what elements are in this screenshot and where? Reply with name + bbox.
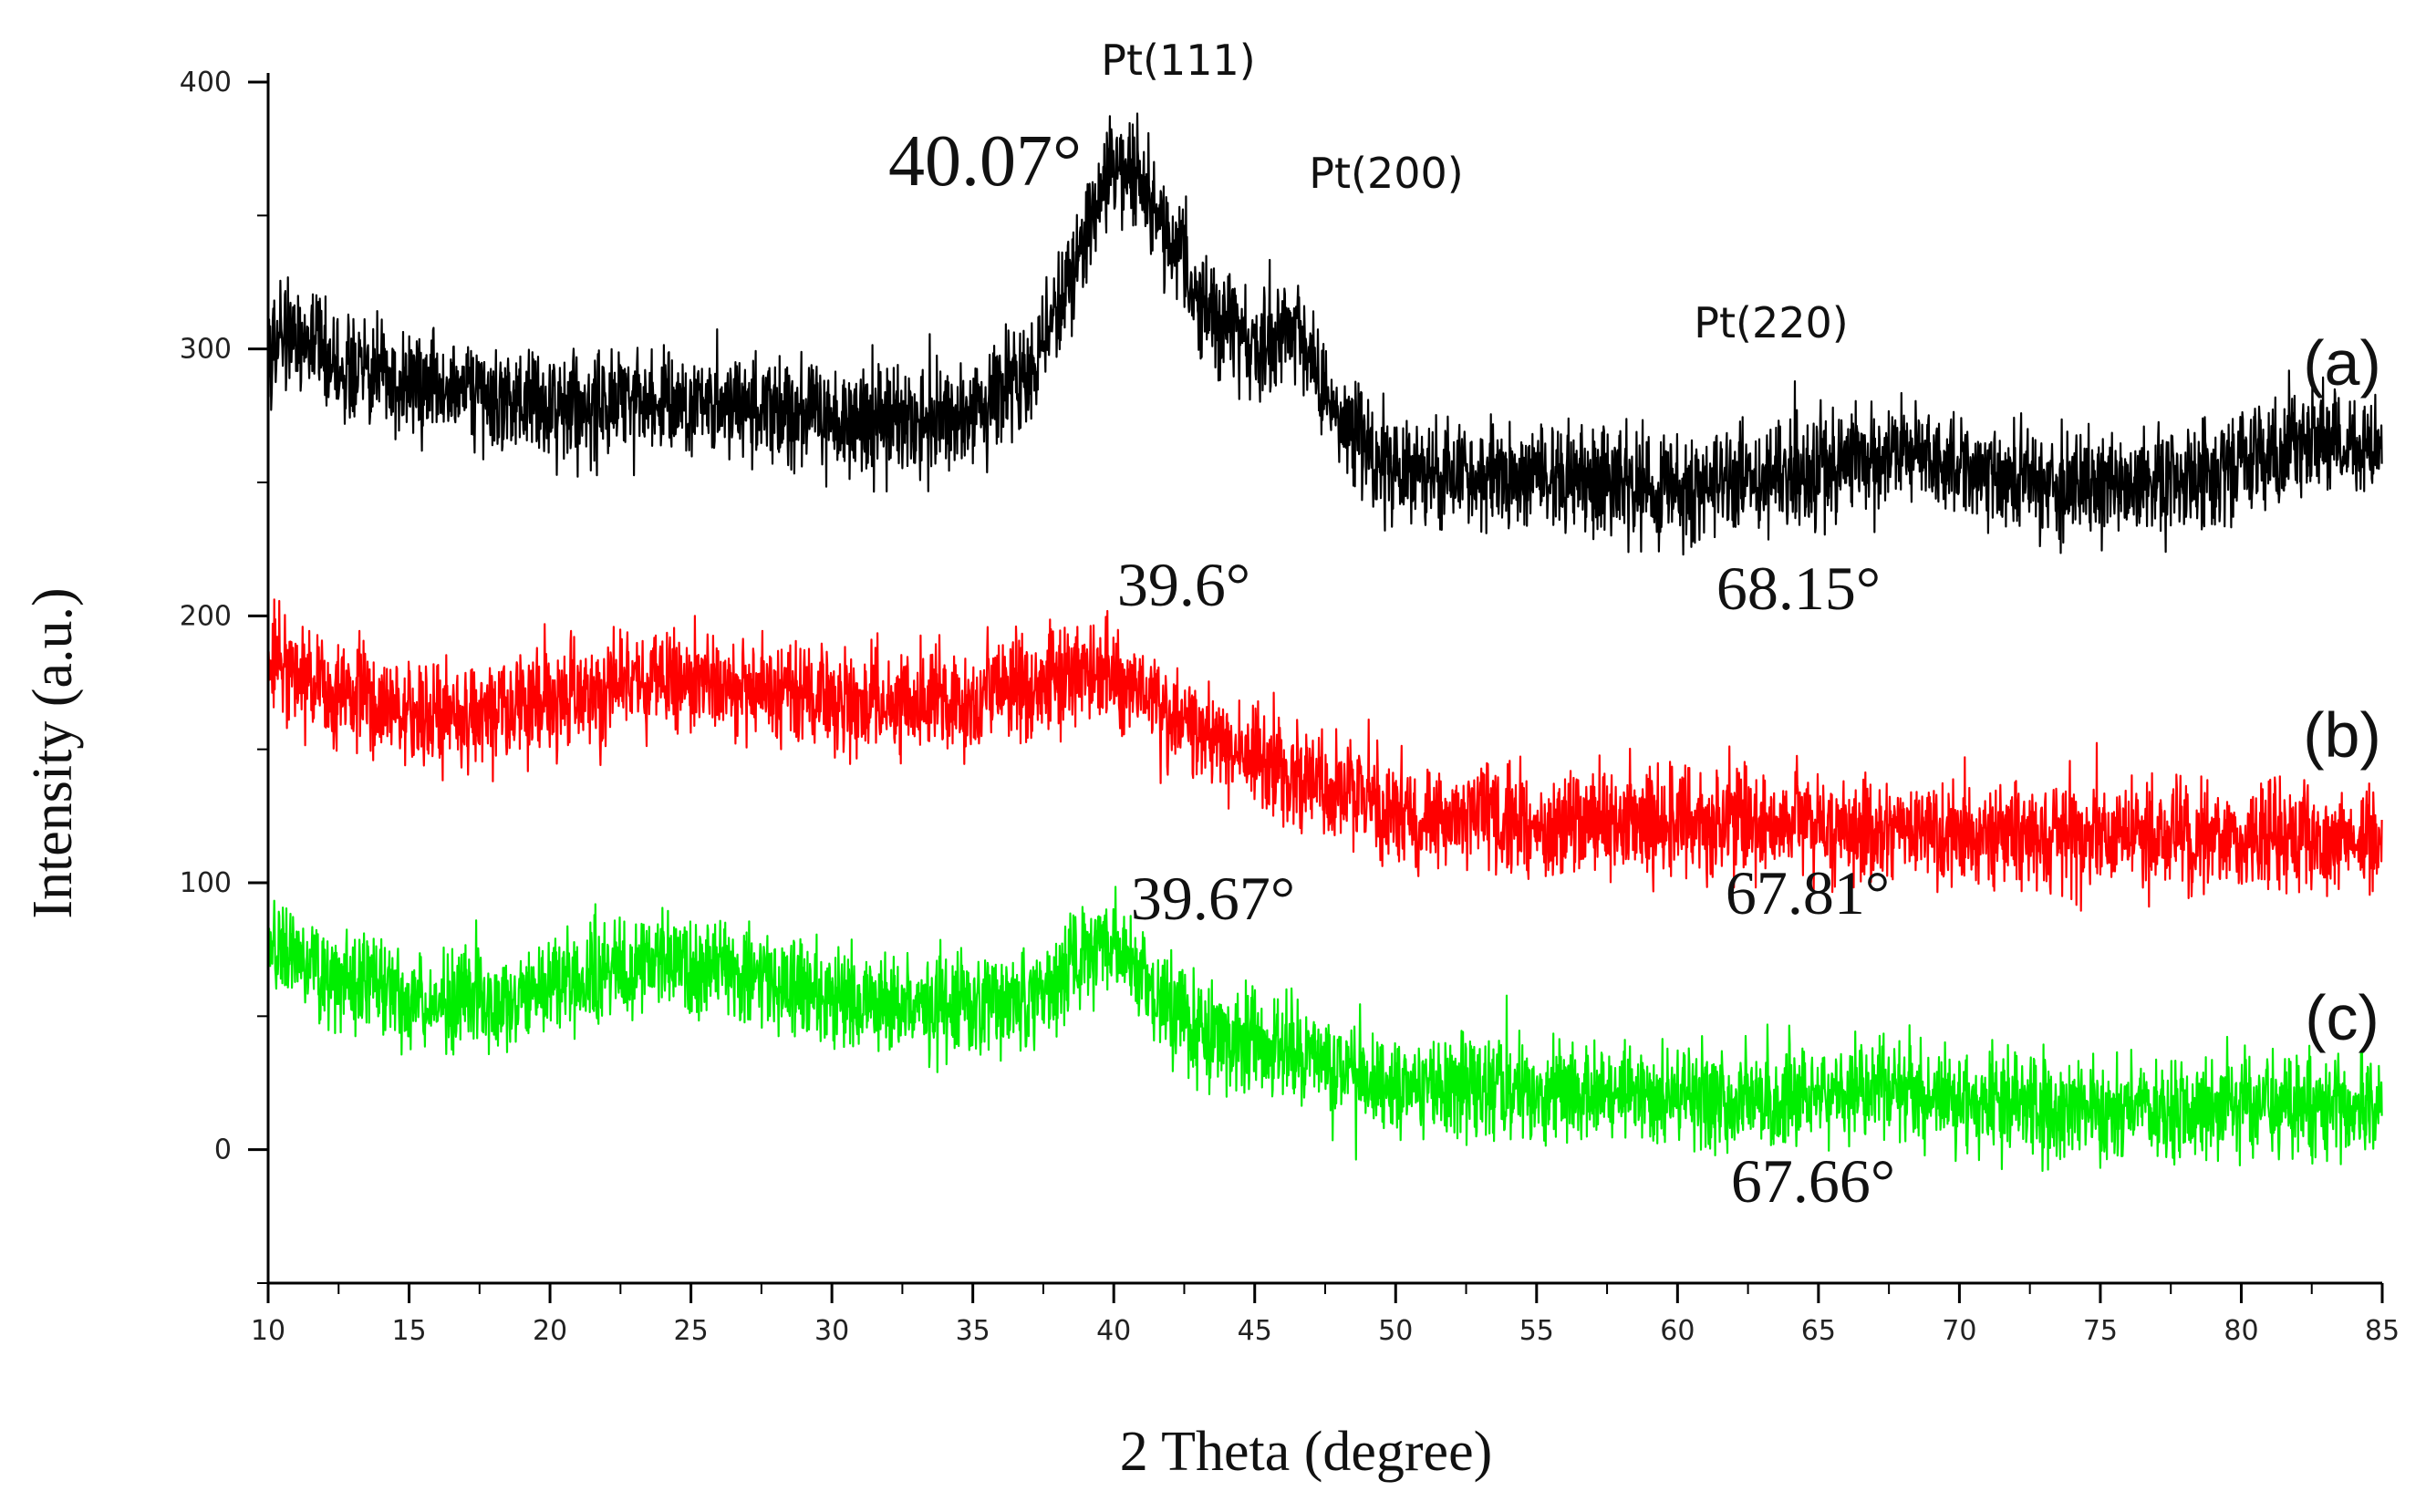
plane-label-pt111: Pt(111) [1101, 36, 1255, 85]
plane-label-pt220: Pt(220) [1694, 298, 1848, 347]
series-tag-a: (a) [2303, 327, 2381, 399]
peak-label-b-1: 39.6° [1117, 550, 1250, 619]
x-tick-label: 25 [674, 1315, 709, 1347]
x-tick-label: 45 [1238, 1315, 1272, 1347]
x-tick-label: 65 [1801, 1315, 1836, 1347]
peak-label-b-3: 67.81° [1726, 858, 1890, 927]
series-line-c [266, 885, 2383, 1173]
x-tick-label: 80 [2224, 1315, 2258, 1347]
peak-label-a-3: 68.15° [1716, 554, 1881, 623]
x-tick-label: 75 [2083, 1315, 2118, 1347]
peak-label-a-1: 40.07° [888, 121, 1082, 202]
x-tick-label: 50 [1378, 1315, 1413, 1347]
series-tag-b: (b) [2303, 699, 2381, 771]
y-tick-label: 400 [180, 67, 232, 98]
ticks-layer: 10 15 20 25 30 35 40 45 50 55 60 65 70 75 80 85 0 100 200 3… [180, 67, 2400, 1347]
x-tick-label: 15 [391, 1315, 426, 1347]
series-line-b [266, 598, 2383, 912]
series-layer [266, 112, 2383, 1173]
series-tag-c: (c) [2305, 982, 2379, 1053]
x-tick-label: 70 [1942, 1315, 1976, 1347]
x-tick-label: 10 [251, 1315, 285, 1347]
y-axis-title: Intensity (a.u.) [22, 587, 84, 918]
x-tick-label: 30 [814, 1315, 849, 1347]
x-tick-label: 20 [533, 1315, 567, 1347]
x-tick-label: 35 [956, 1315, 990, 1347]
x-tick-label: 60 [1660, 1315, 1695, 1347]
y-tick-label: 0 [214, 1134, 232, 1166]
peak-label-c-3: 67.66° [1731, 1146, 1895, 1216]
x-axis-title: 2 Theta (degree) [1120, 1421, 1493, 1483]
peak-label-c-1: 39.67° [1131, 864, 1295, 933]
x-tick-label: 55 [1519, 1315, 1554, 1347]
y-tick-label: 100 [180, 867, 232, 899]
series-line-a [266, 112, 2383, 556]
x-tick-label: 85 [2365, 1315, 2400, 1347]
plane-label-pt200: Pt(200) [1309, 149, 1463, 198]
y-tick-label: 200 [180, 600, 232, 632]
y-tick-label: 300 [180, 334, 232, 366]
x-tick-label: 40 [1096, 1315, 1131, 1347]
